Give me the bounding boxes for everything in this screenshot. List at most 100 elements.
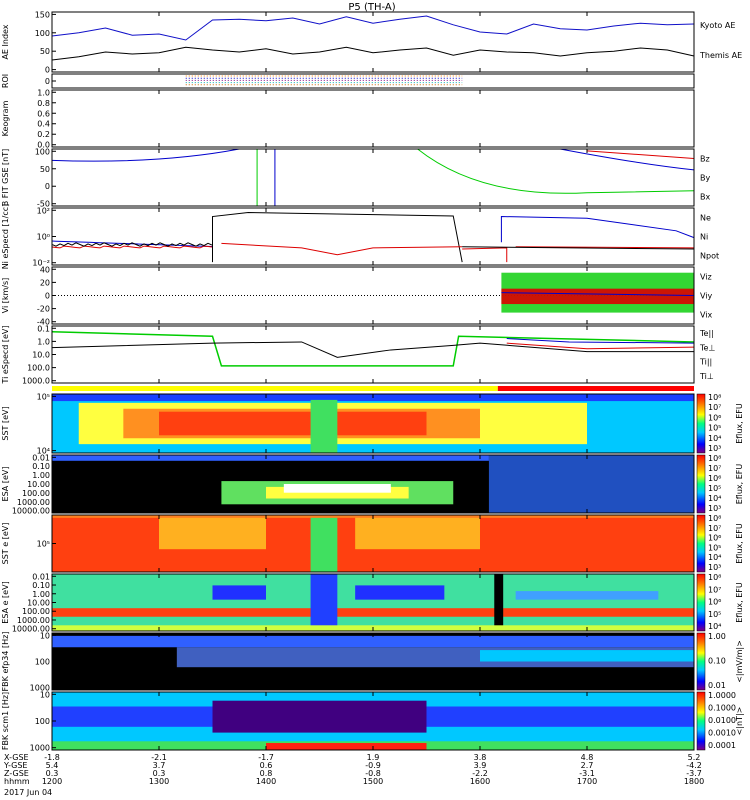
esa_ion-cb-tick: 10³ [708,504,721,513]
sst_ion-cb-label: Eflux, EFU [735,403,744,444]
temperature-ti-par [51,330,695,367]
mode-bar-slow [52,386,498,391]
sst_elec-band [310,515,338,572]
sst_ion-band [310,399,338,453]
xaxis-value: 1700 [577,777,597,786]
keogram-ytick-label: 0.6 [37,109,50,118]
sst_ion-cb-tick: 10⁶ [708,413,721,422]
density-ytick-label: 10² [37,206,50,215]
date-label: 2017 Jun 04 [4,788,52,797]
keogram-ytick-label: 0.8 [37,99,50,108]
density-ytick-label: 10⁰ [37,233,50,242]
esa_elec-ytick-label: 10.00 [27,599,50,608]
fbk_b-band [212,700,427,733]
esa_elec-cb-tick: 10⁴ [708,622,721,631]
fbk_e-ytick-label: 1000 [30,684,50,693]
xaxis-value: 0.8 [260,769,273,778]
ae-ylabel: AE Index [1,24,10,59]
xaxis-value: 4.8 [581,753,594,762]
esa_elec-ylabel: ESA e [eV] [1,581,10,623]
sst_ion-band [159,411,427,436]
esa_ion-colorbar [696,454,706,514]
esa_ion-cb-tick: 10⁵ [708,484,721,493]
bfield-bx-late [560,148,695,171]
fbk_e-cb-tick: 0.10 [708,657,726,666]
fbk_e-cb-label: <|mV/m|> [735,640,744,683]
velocity-viz-band [501,288,694,305]
velocity-ylabel: Vi [km/s] [1,278,10,314]
fbk_e-ylabel: FBK efp34 [Hz] [1,632,10,692]
velocity-ytick-label: -40 [37,318,50,327]
fbk_e-colorbar [696,632,706,691]
temperature-legend-2: Ti|| [699,358,712,367]
xaxis-value: 3.8 [474,753,487,762]
sst_elec-cb-tick: 10⁸ [708,514,721,523]
xaxis-value: -1.7 [258,753,274,762]
esa_elec-band [52,608,694,617]
sst_elec-cb-tick: 10⁵ [708,543,721,552]
velocity-legend-2: Vix [700,311,713,320]
velocity-ytick-label: 20 [40,278,50,287]
plot-title: P5 (TH-A) [348,2,395,13]
sst_elec-ylabel: SST e [eV] [1,523,10,565]
fbk_b-ylabel: FBK scm1 [Hz] [1,692,10,750]
xaxis-value: -1.8 [44,753,60,762]
velocity-legend-1: Viy [700,292,713,301]
velocity-vix-line [501,292,695,296]
bfield-ytick-label: 0 [45,182,50,191]
xaxis-row-label: hhmm [4,777,30,786]
esa_ion-ytick-label: 10.00 [27,480,50,489]
density-ne-late [462,246,695,263]
ae-legend-1: Themis AE [699,51,742,60]
xaxis-value: 1300 [149,777,169,786]
keogram-frame [51,89,695,148]
ae-ytick-label: 150 [35,10,50,19]
fbk_e-cb-tick: 1.00 [708,632,726,641]
xaxis-value: 0.3 [153,769,166,778]
sst_ion-cb-tick: 10⁴ [708,434,721,443]
density-ylabel: Ni eSpecd [1/cc] [1,204,10,270]
fbk_e-ytick-label: 10 [40,631,50,640]
esa_ion-cb-label: Eflux, EFU [735,464,744,505]
xaxis-row-label: Y-GSE [3,761,27,770]
esa_ion-ytick-label: 0.01 [32,453,50,462]
sst_elec-cb-tick: 10⁷ [708,524,721,533]
xaxis-value: -4.2 [686,761,702,770]
bfield-legend-2: Bx [700,193,710,202]
fbk_b-cb-tick: 1.0000 [708,691,736,700]
density-legend-2: Npot [700,252,719,261]
temperature-ytick-label: 10.0 [32,351,50,360]
density-legend-0: Ne [700,214,711,223]
fbk_b-cb-label: <|nT|> [735,707,744,736]
temperature-ylabel: Ti eSpecd [eV] [1,325,10,384]
sst_ion-cb-tick: 10⁷ [708,403,721,412]
bfield-frame [51,148,695,207]
sst_ion-ylabel: SST [eV] [1,406,10,440]
sst_ion-colorbar [696,393,706,454]
xaxis-value: -0.8 [365,769,381,778]
sst_ion-cb-tick: 10⁸ [708,393,721,402]
xaxis-row-label: X-GSE [4,753,29,762]
sst_elec-ytick-label: 10⁵ [37,540,50,549]
xaxis-value: 3.9 [474,761,487,770]
esa_ion-cb-tick: 10⁴ [708,494,721,503]
esa_elec-cb-tick: 10⁷ [708,585,721,594]
xaxis-value: -2.1 [151,753,167,762]
xaxis-value: -3.1 [579,769,595,778]
temperature-legend-3: Ti⊥ [699,372,714,381]
esa_elec-band [310,574,338,631]
fbk_b-cb-tick: 0.0010 [708,729,736,738]
sst_elec-band [159,515,266,550]
bfield-bz-late [586,150,695,159]
sst_ion-ytick-label: 10⁵ [37,392,50,401]
temperature-ytick-label: 0.1 [37,324,50,333]
sst_ion-ytick-label: 10⁴ [37,447,50,456]
xaxis-value: -0.9 [365,761,381,770]
density-npot [51,240,213,248]
esa_elec-colorbar [696,573,706,632]
esa_ion-band [488,455,694,513]
temperature-legend-0: Te|| [699,329,714,338]
fbk_b-colorbar [696,691,706,751]
fbk_e-cb-tick: 0.01 [708,681,726,690]
